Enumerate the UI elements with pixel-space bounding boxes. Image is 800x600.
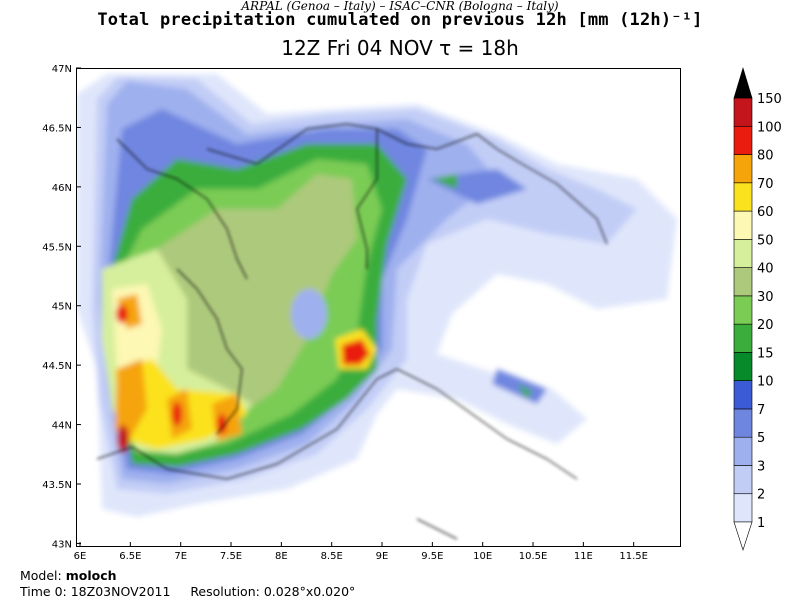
lon-tick-label: 8E [275, 551, 288, 562]
lat-tick-label: 43.5N [42, 480, 72, 491]
colorbar-box [733, 210, 753, 240]
lon-tick-label: 10E [473, 551, 492, 562]
colorbar-box [733, 154, 753, 184]
lat-tick-label: 47N [52, 64, 72, 75]
colorbar-label: 100 [757, 120, 782, 135]
colorbar-label: 80 [757, 149, 774, 164]
model-value: moloch [65, 568, 117, 583]
lat-tick-label: 46.5N [42, 123, 72, 134]
lat-tick-label: 43N [52, 539, 72, 550]
lon-tick-label: 6.5E [119, 551, 141, 562]
lat-tick-label: 44.5N [42, 361, 72, 372]
lat-tick-label: 44N [52, 421, 72, 432]
colorbar-label: 30 [757, 290, 774, 305]
lat-tick-label: 45.5N [42, 242, 72, 253]
colorbar-label: 50 [757, 233, 774, 248]
precipitation-field [77, 74, 677, 517]
lon-tick-label: 7E [174, 551, 187, 562]
colorbar-under-triangle [733, 521, 753, 551]
lat-tick-label: 46N [52, 183, 72, 194]
colorbar-label: 5 [757, 431, 765, 446]
colorbar-label: 1 [757, 516, 765, 531]
colorbar-label: 40 [757, 262, 774, 277]
colorbar-box [733, 352, 753, 381]
colorbar-label: 3 [757, 459, 765, 474]
lon-tick-label: 11E [574, 551, 593, 562]
colorbar-box [733, 125, 753, 155]
lon-tick-label: 11.5E [619, 551, 648, 562]
resolution-label: Resolution: [190, 584, 260, 599]
lon-tick-label: 6E [74, 551, 87, 562]
colorbar-box [733, 493, 753, 523]
colorbar-over-triangle [733, 66, 753, 99]
lon-tick-label: 10.5E [519, 551, 548, 562]
colorbar-box [733, 380, 753, 410]
footer-time: Time 0: 18Z03NOV2011 Resolution: 0.028°x… [20, 584, 355, 599]
resolution-value: 0.028°x0.020° [263, 584, 356, 599]
colorbar-box [733, 182, 753, 212]
colorbar-box [733, 267, 753, 297]
credit-line: ARPAL (Genoa – Italy) – ISAC–CNR (Bologn… [241, 0, 559, 13]
time-value: 18Z03NOV2011 [70, 584, 171, 599]
colorbar-box [733, 295, 753, 325]
lat-tick-label: 45N [52, 302, 72, 313]
model-label: Model: [20, 568, 62, 583]
colorbar-box [733, 323, 753, 353]
colorbar-box [733, 239, 753, 268]
chart-subtitle: 12Z Fri 04 NOV τ = 18h [281, 36, 519, 60]
colorbar-box [733, 97, 753, 127]
colorbar-label: 60 [757, 205, 774, 220]
colorbar-label: 20 [757, 318, 774, 333]
precipitation-map [76, 68, 681, 547]
map-canvas [77, 74, 677, 540]
lon-tick-label: 7.5E [220, 551, 242, 562]
chart-title: Total precipitation cumulated on previou… [97, 10, 703, 30]
colorbar-label: 7 [757, 403, 765, 418]
colorbar-label: 70 [757, 177, 774, 192]
colorbar-label: 15 [757, 346, 774, 361]
colorbar-label: 10 [757, 375, 774, 390]
colorbar-label: 2 [757, 488, 765, 503]
lon-tick-label: 9.5E [421, 551, 443, 562]
colorbar-box [733, 436, 753, 466]
colorbar-box [733, 408, 753, 438]
colorbar-label: 150 [757, 92, 782, 107]
coastline [96, 123, 608, 540]
footer-model: Model: moloch [20, 568, 117, 583]
colorbar-box [733, 465, 753, 495]
lon-tick-label: 8.5E [321, 551, 343, 562]
lon-tick-label: 9E [376, 551, 389, 562]
time-label: Time 0: [20, 584, 67, 599]
